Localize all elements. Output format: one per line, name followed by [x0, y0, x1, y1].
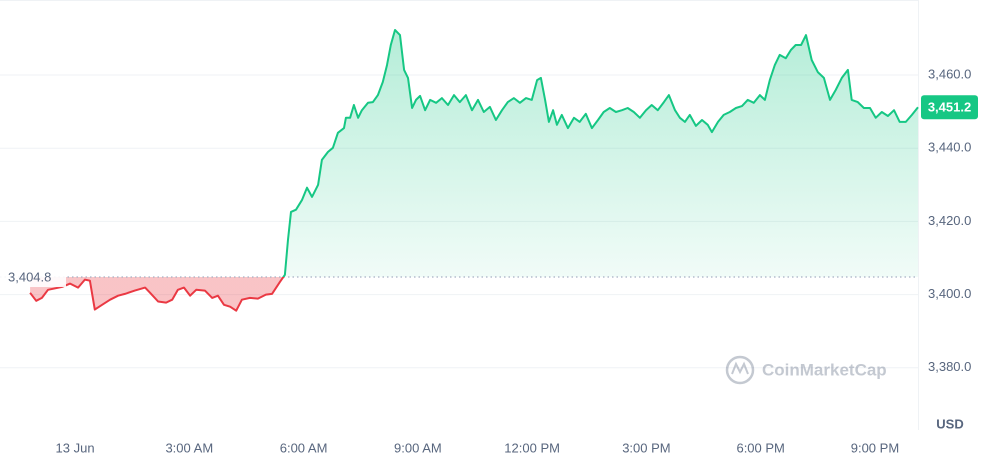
watermark-logo [725, 355, 755, 385]
x-tick-label: 3:00 PM [622, 440, 670, 455]
current-price-label: 3,451.2 [928, 100, 971, 115]
x-tick-label: 13 Jun [56, 440, 95, 455]
y-tick-label: 3,400.0 [928, 286, 971, 301]
y-tick-label: 3,440.0 [928, 140, 971, 155]
y-tick-label: 3,380.0 [928, 359, 971, 374]
y-tick-label: 3,460.0 [928, 66, 971, 81]
x-tick-label: 6:00 AM [280, 440, 328, 455]
reference-label-bg [0, 267, 66, 288]
reference-label: 3,404.8 [8, 269, 51, 284]
x-tick-label: 3:00 AM [165, 440, 213, 455]
watermark-logo-mark [731, 361, 749, 375]
y-unit: USD [936, 416, 963, 431]
plot: 3,404.8 [0, 29, 919, 312]
x-tick-label: 9:00 PM [851, 440, 899, 455]
current-price-badge [921, 95, 978, 120]
x-tick-label: 9:00 AM [394, 440, 442, 455]
x-tick-label: 12:00 PM [504, 440, 560, 455]
x-tick-label: 6:00 PM [736, 440, 784, 455]
price-area [30, 30, 919, 311]
watermark: CoinMarketCap [762, 360, 887, 379]
price-line [29, 29, 919, 312]
y-tick-label: 3,420.0 [928, 213, 971, 228]
watermark-group: CoinMarketCap [725, 355, 887, 385]
